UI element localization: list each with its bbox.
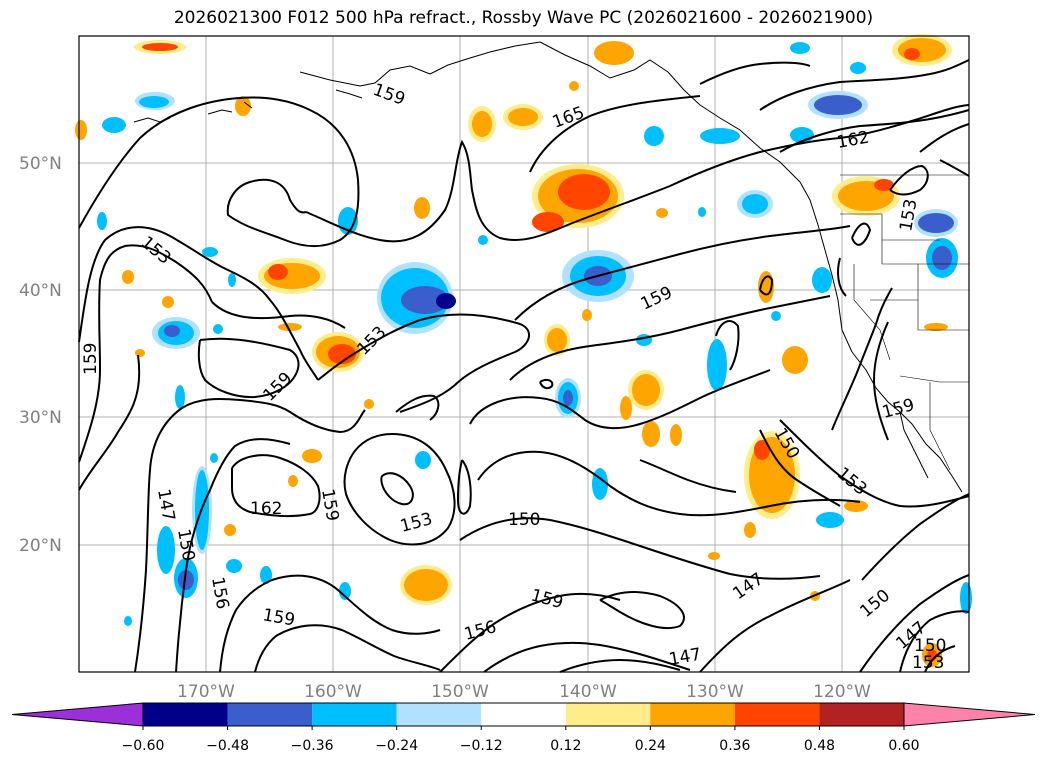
colorbar-swatch [565,703,651,726]
colorbar-tick-label: −0.60 [122,738,165,754]
colorbar-swatch [650,703,735,726]
colorbar-swatch [143,703,228,726]
map-plot: 159 165 162 153 159 159 153 159 162 159 … [75,34,972,673]
anomaly-fills [75,34,972,667]
colorbar-tick-label: −0.12 [460,738,503,754]
longitude-labels: 170°W 160°W 150°W 140°W 130°W 120°W [177,682,871,702]
coastlines [133,41,963,493]
colorbar-swatch [312,703,397,726]
colorbar-swatch [734,703,820,726]
lon-label-140w: 140°W [559,682,617,702]
latitude-labels: 50°N 40°N 30°N 20°N [19,154,62,556]
contour-label: 159 [81,343,101,375]
height-contours [78,59,970,673]
lon-label-130w: 130°W [686,682,744,702]
lat-label-40n: 40°N [19,281,62,301]
contour-label: 153 [912,653,944,673]
colorbar-tick-label: −0.24 [375,738,418,754]
colorbar-swatch [481,703,566,726]
lat-label-20n: 20°N [19,536,62,556]
positive-anomalies [75,34,952,667]
lat-label-50n: 50°N [19,154,62,174]
colorbar-swatch [396,703,482,726]
colorbar-extend-low [11,702,144,727]
lon-label-160w: 160°W [304,682,362,702]
lon-label-120w: 120°W [813,682,871,702]
colorbar-outline [142,702,905,727]
lat-label-30n: 30°N [19,408,62,428]
contour-label: 150 [914,636,946,656]
contour-label: 162 [250,499,282,519]
colorbar-tick-label: 0.36 [719,738,750,754]
contour-label: 150 [508,510,540,530]
colorbar: −0.60 −0.48 −0.36 −0.24 −0.12 0.12 0.24 0.36 0.4… [11,702,1036,754]
chart-title: 2026021300 F012 500 hPa refract., Rossby… [173,8,874,28]
colorbar-extend-high [903,702,1036,727]
lon-label-170w: 170°W [177,682,235,702]
colorbar-tick-label: 0.24 [635,738,666,754]
colorbar-tick-label: 0.60 [888,738,919,754]
colorbar-swatch [819,703,904,726]
colorbar-tick-label: 0.12 [550,738,581,754]
colorbar-swatch [227,703,313,726]
colorbar-tick-label: −0.48 [206,738,249,754]
lon-label-150w: 150°W [431,682,489,702]
plot-frame [78,35,970,673]
colorbar-tick-label: 0.48 [804,738,835,754]
colorbar-tick-label: −0.36 [291,738,334,754]
